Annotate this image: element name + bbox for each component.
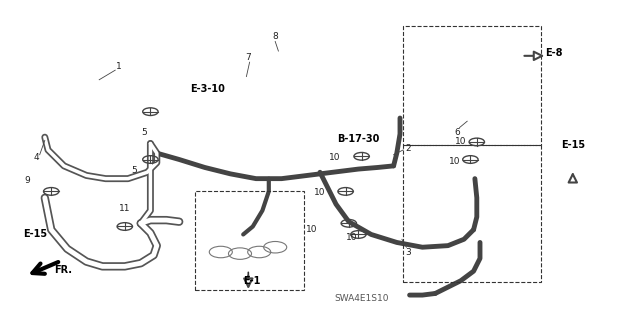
Text: 5: 5 [141,128,147,137]
Text: 10: 10 [346,233,357,242]
Text: 10: 10 [449,157,460,166]
Bar [403,26,541,145]
Text: SWA4E1S10: SWA4E1S10 [334,294,389,303]
Text: 10: 10 [314,189,326,197]
Text: 10: 10 [455,137,467,146]
Text: 4: 4 [34,153,39,162]
Text: 7: 7 [245,53,250,62]
Text: E-8: E-8 [545,48,562,58]
Text: FR.: FR. [54,264,72,275]
Text: B-17-30: B-17-30 [337,134,380,144]
Text: E-1: E-1 [243,276,261,286]
Text: 9: 9 [24,176,29,185]
Text: E-15: E-15 [561,140,585,150]
Text: 10: 10 [306,225,317,234]
Bar [195,191,304,290]
Text: E-3-10: E-3-10 [190,84,225,94]
Text: 6: 6 [454,128,460,137]
Text: 10: 10 [329,153,340,162]
Text: 3: 3 [406,248,411,256]
Text: 5: 5 [132,166,137,175]
Text: 1: 1 [116,63,121,71]
Text: 2: 2 [406,144,411,153]
Text: 11: 11 [119,204,131,213]
Text: E-15: E-15 [23,229,47,240]
Bar [403,145,541,282]
Text: 8: 8 [273,32,278,41]
